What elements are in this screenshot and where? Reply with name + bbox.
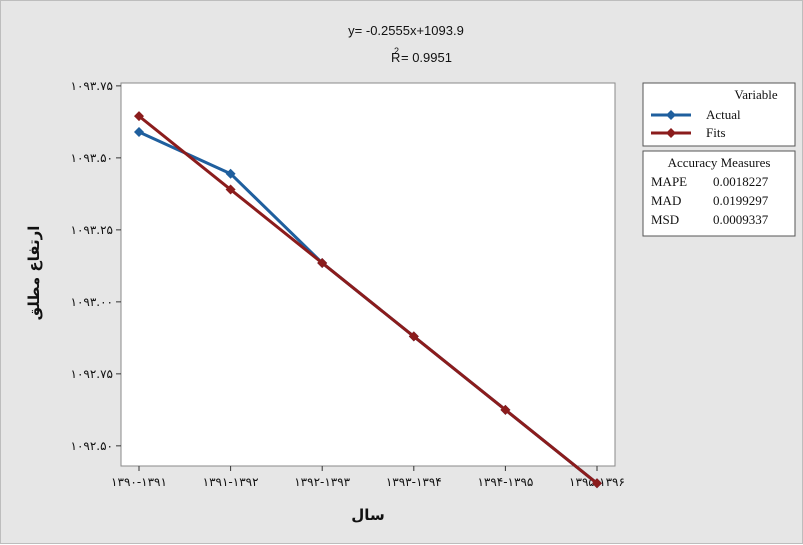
series-line-fits — [138, 114, 598, 485]
legend-actual-label: Actual — [706, 107, 741, 122]
data-point-fits — [134, 111, 144, 122]
x-tick-label: ۱۳۹۳-۱۳۹۴ — [386, 475, 442, 489]
x-axis-title: سال — [351, 506, 384, 524]
y-tick-label: ۱۰۹۲.۵۰ — [71, 439, 114, 453]
data-point-fits — [408, 331, 419, 342]
legend-fits-marker — [666, 128, 676, 138]
accuracy-box — [642, 150, 796, 237]
x-axis: ۱۳۹۰-۱۳۹۱ ۱۳۹۱-۱۳۹۲ ۱۳۹۲-۱۳۹۳ ۱۳۹۳-۱۳۹۴ ۱۳۹۴… — [111, 466, 625, 489]
legend-title: Variable — [734, 87, 778, 102]
r-squared-prefix: R — [391, 50, 400, 65]
series-layer — [134, 111, 602, 489]
y-axis-title: ارتفاع مطلق — [25, 226, 43, 321]
data-point-actual — [134, 126, 144, 137]
data-point-fits — [592, 478, 602, 489]
legend-actual-marker — [666, 110, 676, 120]
x-tick-label: ۱۳۹۱-۱۳۹۲ — [203, 475, 259, 489]
y-axis: ۱۰۹۲.۵۰ ۱۰۹۲.۷۵ ۱۰۹۳.۰۰ ۱۰۹۳.۲۵ ۱۰۹۳.۵۰ ۱۰۹۳.… — [71, 79, 121, 453]
y-tick-label: ۱۰۹۲.۷۵ — [71, 367, 114, 381]
legend-fits-label: Fits — [706, 125, 726, 140]
accuracy-mape-name: MAPE — [651, 174, 687, 189]
accuracy-msd-value: 0.0009337 — [713, 212, 769, 227]
y-tick-label: ۱۰۹۳.۲۵ — [71, 223, 114, 237]
accuracy-mape-value: 0.0018227 — [713, 174, 769, 189]
r-squared-value: = 0.9951 — [401, 50, 452, 65]
data-point-fits — [317, 257, 328, 268]
plot-area — [120, 82, 616, 467]
accuracy-mad-value: 0.0199297 — [713, 193, 769, 208]
data-point-actual — [225, 168, 236, 179]
data-point-fits — [225, 184, 236, 195]
x-tick-label: ۱۳۹۴-۱۳۹۵ — [477, 475, 533, 489]
accuracy-measures-box: Accuracy Measures MAPE 0.0018227 MAD 0.0… — [642, 150, 796, 237]
r-squared-superscript: 2 — [394, 46, 399, 56]
accuracy-title: Accuracy Measures — [668, 155, 771, 170]
y-tick-label: ۱۰۹۳.۷۵ — [71, 79, 114, 93]
x-tick-label: ۱۳۹۰-۱۳۹۱ — [111, 475, 167, 489]
regression-equation: y= -0.2555x+1093.9 — [348, 23, 464, 38]
data-point-fits — [500, 404, 511, 415]
legend-box — [642, 82, 796, 147]
legend: Variable Actual Fits — [642, 82, 796, 147]
y-tick-label: ۱۰۹۳.۰۰ — [71, 295, 114, 309]
y-tick-label: ۱۰۹۳.۵۰ — [71, 151, 114, 165]
accuracy-msd-name: MSD — [651, 212, 679, 227]
x-tick-label: ۱۳۹۲-۱۳۹۳ — [294, 475, 350, 489]
accuracy-mad-name: MAD — [651, 193, 681, 208]
